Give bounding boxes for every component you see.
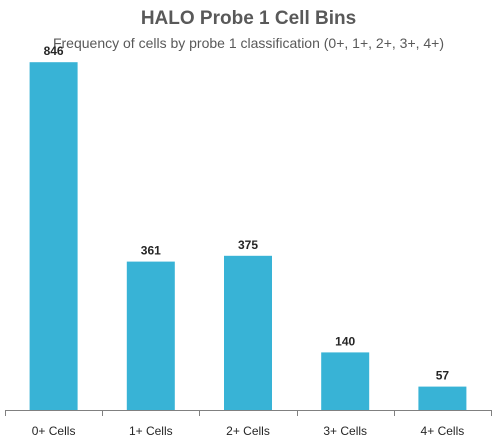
bar-4: [418, 386, 467, 410]
bars-layer: [29, 62, 467, 410]
value-labels-layer: 846 361 375 140 57: [44, 44, 450, 382]
bar-2: [224, 255, 272, 410]
bar-value-label-3: 140: [335, 334, 355, 348]
bar-value-label-4: 57: [436, 369, 450, 383]
x-tick-label-1: 1+ Cells: [129, 424, 173, 438]
x-tick-label-4: 4+ Cells: [421, 424, 465, 438]
chart-subtitle: Frequency of cells by probe 1 classifica…: [52, 35, 445, 51]
bar-value-label-0: 846: [44, 44, 64, 58]
bar-1: [126, 261, 175, 410]
bar-0: [29, 62, 78, 410]
bar-value-label-2: 375: [238, 238, 258, 252]
x-axis: 0+ Cells 1+ Cells 2+ Cells 3+ Cells 4+ Cells: [5, 410, 492, 438]
bar-3: [321, 352, 370, 410]
x-tick-label-0: 0+ Cells: [32, 424, 76, 438]
x-tick-label-2: 2+ Cells: [226, 424, 270, 438]
x-tick-label-3: 3+ Cells: [323, 424, 367, 438]
bar-value-label-1: 361: [141, 244, 161, 258]
chart-title: HALO Probe 1 Cell Bins: [140, 8, 357, 29]
